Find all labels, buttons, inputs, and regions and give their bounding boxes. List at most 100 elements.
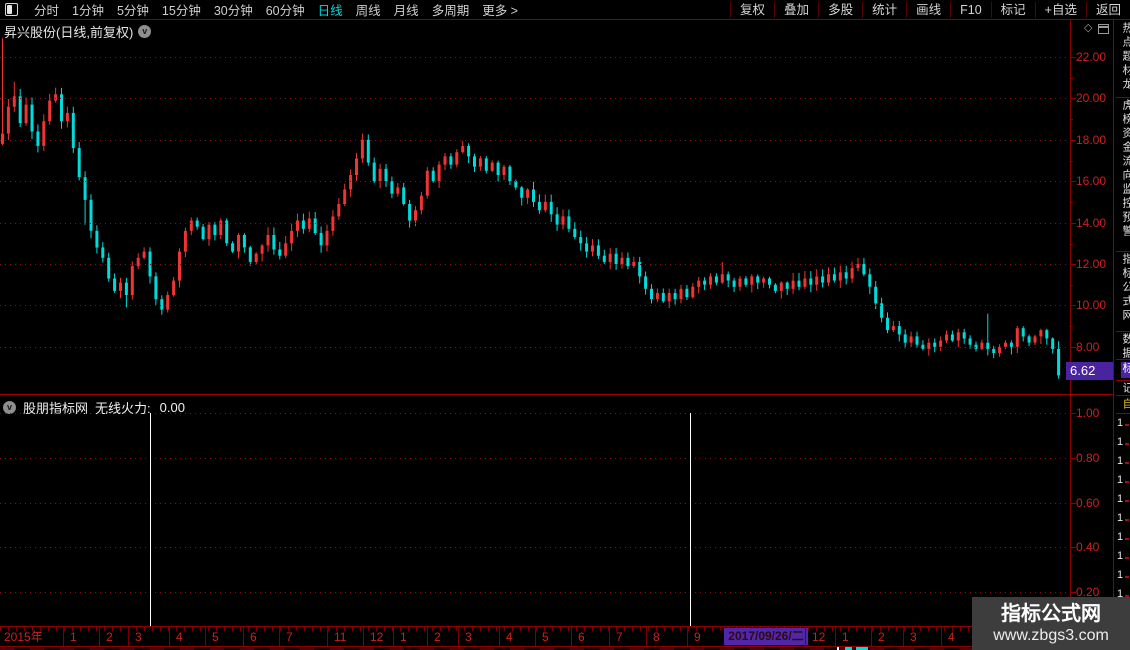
indicator-value: 0.00 [159,400,185,415]
price-gridline [0,140,1068,141]
sidebar-clipped-text: 热点题材龙 [1121,22,1130,92]
menu-tool-+自选[interactable]: +自选 [1034,1,1086,18]
date-axis-separator [871,627,872,646]
date-axis-separator [535,627,536,646]
date-axis-separator [903,627,904,646]
menu-period-更多 >[interactable]: 更多 > [482,4,518,18]
date-axis-separator [99,627,100,646]
tools-menu: 复权 叠加 多股 统计 画线 F10 标记 +自选 返回 [730,0,1130,20]
price-axis-minor-tick [1070,119,1073,120]
menu-period-30分钟[interactable]: 30分钟 [213,4,253,18]
date-axis-separator [327,627,328,646]
sidebar-divider [1116,380,1130,381]
sidebar-divider [1116,395,1130,396]
sidebar-selected-item[interactable]: 标 [1121,362,1130,378]
price-axis-label: 22.00 [1076,50,1107,64]
top-menu-bar: 分时 1分钟 5分钟 15分钟 30分钟 60分钟 日线 周线 月线 多周期 更多 > 复权 叠加 多股… [0,0,1130,20]
sidebar-list-mark [1125,519,1129,521]
sidebar-list-number: 1 [1117,455,1124,467]
price-axis-label: 10.00 [1076,298,1107,312]
menu-period-1分钟[interactable]: 1分钟 [72,4,104,18]
period-menu: 分时 1分钟 5分钟 15分钟 30分钟 60分钟 日线 周线 月线 多周期 更多 > [0,0,518,19]
sidebar-clipped-text: 数据 [1121,333,1130,361]
price-axis-label: 20.00 [1076,91,1107,105]
date-axis-label: 9 [694,630,701,644]
right-sidebar-clipped[interactable]: 热点题材龙 虎榜资金流向监控预警 指标公式网 数据标记自 1 1 1 1 1 1 1 1 1 1 [1116,20,1130,650]
indicator-axis-label: 0.40 [1076,540,1100,554]
indicator-spike [150,413,151,626]
sidebar-divider [1116,359,1130,360]
date-axis-separator [393,627,394,646]
menu-period-多周期[interactable]: 多周期 [431,4,470,18]
sidebar-list-mark [1125,557,1129,559]
sidebar-list-number: 1 [1117,531,1124,543]
indicator-spike [690,413,691,626]
sidebar-list-number: 1 [1117,512,1124,524]
menu-tool-多股[interactable]: 多股 [818,1,862,18]
stock-title: 昇兴股份(日线,前复权) [4,25,134,40]
price-gridline [0,264,1068,265]
selected-date-highlight[interactable]: 2017/09/26/二 [724,628,808,645]
date-axis-label: 2015年 [4,630,43,644]
sidebar-divider [1116,413,1130,414]
sidebar-list-mark [1125,481,1129,483]
date-axis-label: 1 [842,630,849,644]
date-axis-separator [571,627,572,646]
chevron-down-icon[interactable]: v [3,401,16,414]
date-axis-ticks [0,627,1113,631]
price-axis-minor-tick [1070,326,1073,327]
edge-strip-border [1113,20,1114,650]
sidebar-clipped-text: 指标公式网 [1121,253,1130,323]
date-axis-label: 3 [910,630,917,644]
menu-period-日线[interactable]: 日线 [317,4,343,18]
price-axis-tick [1070,140,1076,141]
date-axis-label: 5 [542,630,549,644]
main-chart-title-row: 昇兴股份(日线,前复权) v [4,22,152,41]
menu-tool-叠加[interactable]: 叠加 [774,1,818,18]
price-axis-minor-tick [1070,78,1073,79]
menu-period-15分钟[interactable]: 15分钟 [161,4,201,18]
sidebar-list-mark [1125,500,1129,502]
menu-tool-F10[interactable]: F10 [950,1,991,18]
menu-period-月线[interactable]: 月线 [393,4,419,18]
indicator-axis-label: 0.80 [1076,451,1100,465]
menu-tool-标记[interactable]: 标记 [990,1,1035,18]
menu-period-60分钟[interactable]: 60分钟 [265,4,305,18]
indicator-gridline [0,413,1068,414]
date-axis-separator [243,627,244,646]
price-axis-tick [1070,181,1076,182]
candlestick-chart[interactable] [0,20,1070,394]
indicator-name-label: 无线火力: [95,401,151,416]
menu-period-周线[interactable]: 周线 [355,4,381,18]
sidebar-clipped-text: 记 [1121,382,1130,396]
menu-tool-复权[interactable]: 复权 [730,1,774,18]
diamond-icon[interactable]: ◇ [1084,22,1093,34]
date-axis-separator [205,627,206,646]
sidebar-yellow-item[interactable]: 自 [1121,398,1130,412]
menu-period-5分钟[interactable]: 5分钟 [116,4,149,18]
panel-divider[interactable] [0,394,1113,395]
date-axis-label: 8 [653,630,660,644]
chevron-down-icon[interactable]: v [138,25,152,38]
date-axis-label: 3 [465,630,472,644]
date-axis-label: 3 [135,630,142,644]
price-axis-tick [1070,223,1076,224]
sidebar-list-mark [1125,538,1129,540]
price-axis-label: 8.00 [1076,340,1100,354]
menu-tool-统计[interactable]: 统计 [862,1,906,18]
sidebar-list-mark [1125,462,1129,464]
menu-tool-返回[interactable]: 返回 [1085,1,1130,18]
sidebar-list-number: 1 [1117,550,1124,562]
watermark-site-name: 指标公式网 [1001,602,1101,625]
layout-toggle-icon[interactable] [5,3,18,16]
restore-window-icon[interactable] [1098,23,1110,34]
date-axis-label: 4 [948,630,955,644]
menu-period-分时[interactable]: 分时 [34,4,60,18]
indicator-axis-tick [1070,458,1076,459]
menu-tool-画线[interactable]: 画线 [906,1,950,18]
bottom-clipped-row [0,648,1113,650]
sidebar-divider [1116,97,1130,98]
date-axis-separator [646,627,647,646]
date-axis-label: 7 [286,630,293,644]
